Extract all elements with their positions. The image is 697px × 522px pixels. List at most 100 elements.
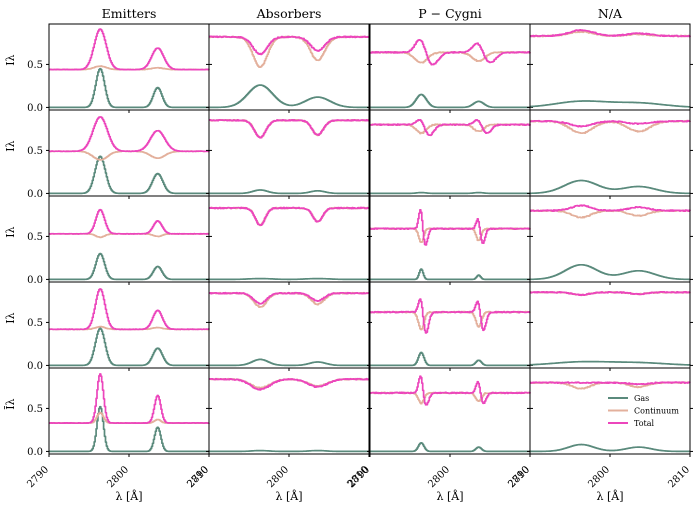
- y-axis-label: Iλ: [4, 312, 17, 323]
- col-title-na: N/A: [598, 6, 623, 21]
- panel-r2-c1: 0.0 0.5: [27, 109, 212, 200]
- series-total: [370, 208, 531, 246]
- x-tick-label: 2810: [666, 464, 692, 490]
- y-tick-label: 0.5: [27, 318, 43, 329]
- panel-r2-c4: [527, 109, 693, 199]
- panel-frame: [369, 367, 531, 455]
- series-gas: [370, 441, 530, 453]
- x-axis-label: λ [Å]: [597, 489, 624, 503]
- panel-frame: [208, 281, 370, 369]
- legend-label-total: Total: [634, 419, 655, 428]
- y-axis-label: Iλ: [4, 226, 17, 237]
- y-tick-label: 0.5: [27, 404, 43, 415]
- panel-frame: [48, 367, 210, 455]
- series-gas: [209, 189, 369, 195]
- x-tick-label: 2790: [346, 464, 372, 490]
- y-tick-label: 0.5: [27, 60, 43, 71]
- x-tick-label: 2790: [25, 464, 51, 490]
- panel-r2-c2: [206, 109, 372, 199]
- series-total: [209, 206, 370, 226]
- y-axis-label: Iλ: [4, 140, 17, 151]
- panel-r2-c3: [367, 109, 533, 199]
- x-axis-label: λ [Å]: [276, 489, 303, 503]
- y-tick-label: 0.0: [27, 275, 43, 286]
- x-axis-label: λ [Å]: [437, 489, 464, 503]
- series-total: [530, 290, 691, 297]
- y-tick-label: 0.0: [27, 189, 43, 200]
- panel-r5-c3: [367, 367, 533, 457]
- series-gas: [530, 263, 690, 281]
- panel-frame: [369, 109, 531, 197]
- legend-label-gas: Gas: [634, 394, 649, 403]
- series-total: [49, 208, 209, 235]
- series-gas: [49, 67, 209, 109]
- x-axis-label: λ [Å]: [116, 489, 143, 503]
- series-total: [209, 35, 370, 56]
- legend-label-continuum: Continuum: [634, 407, 679, 416]
- series-total: [370, 39, 531, 66]
- series-total: [530, 28, 691, 38]
- series-gas: [49, 155, 209, 195]
- panel-frame: [369, 23, 531, 111]
- series-total: [530, 119, 691, 128]
- panel-r1-c2: [206, 23, 372, 113]
- y-tick-label: 0.0: [27, 361, 43, 372]
- series-gas: [209, 449, 369, 453]
- y-axis-labels: Iλ Iλ Iλ Iλ Īλ: [4, 54, 17, 409]
- series-gas: [209, 358, 369, 367]
- series-gas: [209, 84, 369, 109]
- y-tick-label: 0.0: [27, 447, 43, 458]
- series-total: [49, 28, 210, 71]
- series-total: [530, 204, 691, 212]
- panel-frame: [529, 281, 691, 369]
- series-total: [49, 116, 210, 153]
- series-total: [209, 118, 370, 139]
- series-continuum: [370, 310, 531, 331]
- y-tick-label: 0.5: [27, 232, 43, 243]
- panel-frame: [48, 23, 210, 111]
- series-total: [370, 375, 531, 406]
- series-total: [49, 288, 210, 331]
- series-total: [370, 298, 530, 334]
- panel-r4-c4: [527, 281, 693, 371]
- series-gas: [370, 93, 530, 109]
- series-gas: [49, 327, 209, 367]
- y-tick-label: 0.0: [27, 103, 43, 114]
- x-tick-label: 2790: [506, 464, 532, 490]
- series-continuum: [530, 119, 691, 135]
- series-continuum: [209, 291, 370, 309]
- panel-r4-c1: 0.0 0.5: [27, 281, 212, 372]
- x-tick-label: 2800: [426, 464, 452, 490]
- series-continuum: [209, 206, 370, 227]
- series-continuum: [49, 411, 210, 425]
- series-continuum: [209, 118, 370, 139]
- series-gas: [370, 268, 530, 281]
- legend: Gas Continuum Total: [608, 394, 679, 428]
- panel-r3-c3: [367, 195, 533, 285]
- panel-frame: [208, 367, 370, 455]
- panel-frame: [369, 281, 531, 369]
- panel-r3-c4: [527, 195, 693, 285]
- series-gas: [530, 360, 691, 366]
- panel-grid: 0.0 0.5 0.0 0.5 0.0 0.5 0.0 0.5 0.0 0.5: [27, 23, 693, 458]
- panel-frame: [48, 281, 210, 369]
- panel-r5-c1: 0.0 0.5: [27, 367, 212, 458]
- panel-frame: [529, 195, 691, 283]
- x-tick-label: 2800: [586, 464, 612, 490]
- x-tick-label: 2800: [105, 464, 131, 490]
- series-total: [49, 373, 210, 425]
- series-gas: [530, 179, 691, 195]
- series-gas: [49, 252, 209, 281]
- series-total: [209, 291, 370, 305]
- y-tick-label: 0.5: [27, 146, 43, 157]
- series-gas: [49, 405, 209, 453]
- panel-frame: [369, 195, 531, 283]
- panel-r4-c3: [367, 281, 533, 371]
- series-continuum: [49, 150, 210, 161]
- series-total: [530, 381, 691, 386]
- y-axis-label: Iλ: [4, 54, 17, 65]
- panel-r5-c4: [527, 367, 693, 457]
- panel-r4-c2: [206, 281, 372, 371]
